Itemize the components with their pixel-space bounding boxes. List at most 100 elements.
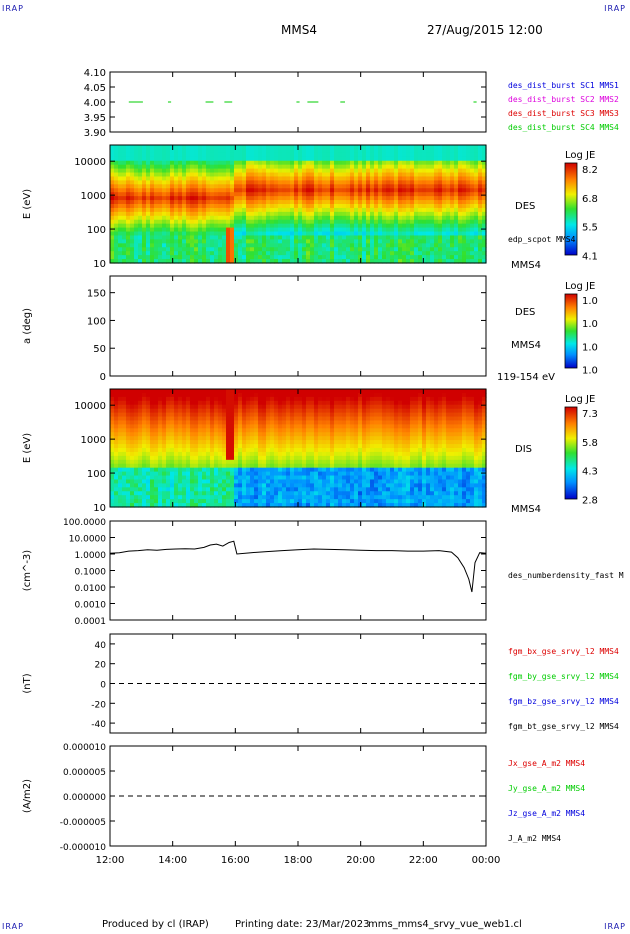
des-spectrogram-cell: [174, 255, 179, 260]
dis-spectrogram-cell: [266, 408, 271, 414]
des-spectrogram-cell: [362, 211, 367, 217]
des-spectrogram-cell: [166, 219, 171, 225]
des-spectrogram-cell: [222, 152, 227, 158]
des-spectrogram-cell: [218, 172, 223, 178]
dis-spectrogram-cell: [338, 487, 343, 492]
dis-spectrogram-cell: [362, 389, 367, 394]
des-spectrogram-cell: [294, 211, 299, 217]
des-spectrogram-cell: [382, 227, 387, 233]
dis-spectrogram-cell: [354, 479, 359, 484]
des-spectrogram-cell: [278, 164, 283, 170]
des-spectrogram-cell: [430, 247, 435, 252]
dis-spectrogram-cell: [274, 389, 279, 394]
des-spectrogram-cell: [214, 184, 219, 189]
dis-spectrogram-cell: [238, 455, 243, 461]
des-spectrogram-cell: [170, 188, 175, 193]
des-spectrogram-cell: [230, 239, 235, 244]
dis-spectrogram-cell: [166, 475, 171, 481]
dis-spectrogram-cell: [170, 420, 175, 425]
des-spectrogram-cell: [350, 259, 355, 264]
des-spectrogram-cell: [390, 255, 395, 260]
dis-spectrogram-cell: [122, 404, 127, 410]
dis-spectrogram-cell: [350, 499, 355, 504]
des-spectrogram-cell: [210, 152, 215, 158]
dis-spectrogram-cell: [238, 424, 243, 429]
dis-spectrogram-cell: [142, 428, 147, 433]
des-spectrogram-cell: [370, 168, 375, 174]
des-spectrogram-cell: [138, 160, 143, 166]
des-spectrogram-cell: [330, 152, 335, 158]
dis-spectrogram-cell: [230, 455, 235, 461]
des-spectrogram-cell: [414, 188, 419, 193]
dis-spectrogram-cell: [358, 392, 363, 398]
des-spectrogram-cell: [478, 239, 483, 244]
des-spectrogram-cell: [134, 239, 139, 244]
des-spectrogram-cell: [390, 200, 395, 205]
des-spectrogram-cell: [370, 215, 375, 221]
des-spectrogram-cell: [146, 184, 151, 189]
dis-spectrogram-cell: [322, 471, 327, 477]
dis-spectrogram-cell: [246, 451, 251, 457]
dis-spectrogram-cell: [250, 400, 255, 406]
des-spectrogram-cell: [350, 168, 355, 174]
des-spectrogram-cell: [414, 196, 419, 201]
des-spectrogram-cell: [398, 156, 403, 162]
des-spectrogram-cell: [222, 164, 227, 170]
des-spectrogram-cell: [170, 168, 175, 174]
des-spectrogram-cell: [358, 188, 363, 193]
des-spectrogram-cell: [418, 200, 423, 205]
dis-spectrogram-cell: [354, 432, 359, 437]
dis-spectrogram-cell: [270, 499, 275, 504]
dis-spectrogram-cell: [322, 392, 327, 398]
des-spectrogram-cell: [254, 259, 259, 264]
des-spectrogram-cell: [310, 172, 315, 178]
dis-spectrogram-cell: [170, 396, 175, 402]
des-spectrogram-cell: [298, 231, 303, 237]
des-spectrogram-cell: [270, 231, 275, 237]
des-spectrogram-cell: [414, 219, 419, 225]
des-spectrogram-cell: [202, 152, 207, 158]
dis-spectrogram-cell: [306, 404, 311, 410]
des-spectrogram-cell: [294, 223, 299, 229]
dis-spectrogram-cell: [342, 455, 347, 461]
des-spectrogram-cell: [286, 204, 291, 209]
dis-spectrogram-cell: [234, 432, 239, 437]
dis-spectrogram-cell: [262, 467, 267, 473]
dis-spectrogram-cell: [114, 396, 119, 402]
dis-spectrogram-cell: [230, 440, 235, 445]
dis-spectrogram-cell: [286, 495, 291, 500]
dis-spectrogram-cell: [130, 467, 135, 473]
dis-spectrogram-cell: [354, 392, 359, 398]
dis-spectrogram-cell: [138, 463, 143, 469]
dis-spectrogram-cell: [242, 471, 247, 477]
dis-spectrogram-cell: [134, 389, 139, 394]
dis-spectrogram-cell: [142, 487, 147, 492]
dis-spectrogram-cell: [246, 491, 251, 496]
des-spectrogram-cell: [482, 231, 487, 237]
des-spectrogram-cell: [194, 145, 199, 150]
des-spectrogram-cell: [206, 200, 211, 205]
des-spectrogram-cell: [290, 160, 295, 166]
des-spectrogram-cell: [330, 164, 335, 170]
dis-spectrogram-cell: [186, 436, 191, 441]
des-spectrogram-cell: [434, 148, 439, 154]
dis-spectrogram-cell: [174, 467, 179, 473]
des-spectrogram-cell: [250, 227, 255, 233]
dis-spectrogram-cell: [234, 459, 239, 465]
des-spectrogram-cell: [218, 168, 223, 174]
des-spectrogram-cell: [294, 192, 299, 197]
des-spectrogram-cell: [242, 160, 247, 166]
dis-spectrogram-cell: [334, 475, 339, 481]
dis-spectrogram-cell: [334, 491, 339, 496]
dis-spectrogram-cell: [378, 436, 383, 441]
des-spectrogram-cell: [202, 180, 207, 185]
des-spectrogram-cell: [418, 180, 423, 185]
des-spectrogram-cell: [358, 168, 363, 174]
des-spectrogram-cell: [418, 259, 423, 264]
des-spectrogram-cell: [422, 247, 427, 252]
dis-spectrogram-cell: [254, 436, 259, 441]
des-spectrogram-cell: [278, 156, 283, 162]
des-spectrogram-cell: [414, 160, 419, 166]
dis-spectrogram-cell: [134, 487, 139, 492]
des-spectrogram-cell: [238, 227, 243, 233]
